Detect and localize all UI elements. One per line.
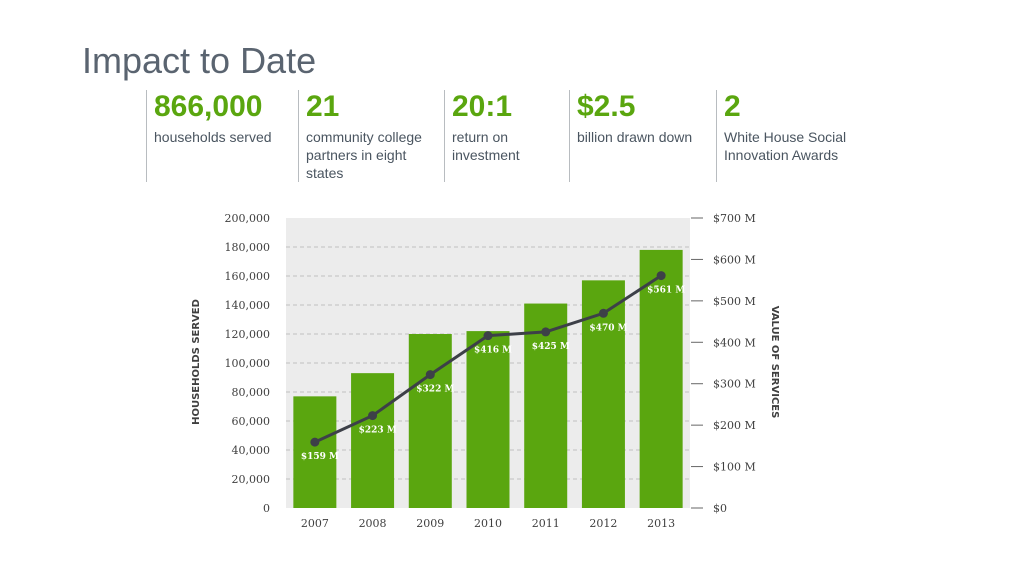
stat-label: return on investment <box>452 129 520 163</box>
stat-value: $2.5 <box>577 90 636 123</box>
y-right-tick-label: $200 M <box>713 419 756 432</box>
x-tick-label: 2010 <box>474 517 502 530</box>
y-tick-label: 40,000 <box>232 444 271 457</box>
stat-return: 20:1 return on investment <box>444 90 552 182</box>
y-tick-label: 120,000 <box>225 328 271 341</box>
stat-label: households served <box>154 129 272 145</box>
stat-awards: 2 White House Social Innovation Awards <box>716 90 874 182</box>
bar <box>293 396 337 508</box>
page-title: Impact to Date <box>82 40 317 81</box>
stat-college-partners: 21 community college partners in eight s… <box>298 90 438 182</box>
y-tick-label: 180,000 <box>225 241 271 254</box>
x-tick-label: 2007 <box>301 517 329 530</box>
services-value-label: $223 M <box>359 426 397 436</box>
y-tick-label: 20,000 <box>232 473 271 486</box>
stat-label: White House Social Innovation Awards <box>724 129 847 163</box>
services-value-label: $416 M <box>474 346 512 356</box>
x-tick-label: 2012 <box>589 517 617 530</box>
y-right-tick-label: $300 M <box>713 378 756 391</box>
bar <box>639 249 683 508</box>
services-value-label: $561 M <box>647 286 685 296</box>
y-right-tick-label: $700 M <box>713 212 756 225</box>
y-right-tick-label: $600 M <box>713 253 756 266</box>
y-axis-title: HOUSEHOLDS SERVED <box>191 299 202 425</box>
y-right-axis-title: VALUE OF SERVICES <box>769 306 780 419</box>
y-tick-label: 0 <box>263 502 270 515</box>
y-right-tick-label: $400 M <box>713 336 756 349</box>
y-right-tick-label: $500 M <box>713 295 756 308</box>
y-right-tick-label: $0 <box>713 502 727 515</box>
services-value-label: $159 M <box>301 452 339 462</box>
stat-value: 2 <box>724 90 741 123</box>
services-point <box>656 271 666 281</box>
services-value-label: $470 M <box>589 323 627 333</box>
bar <box>351 373 395 508</box>
x-tick-label: 2013 <box>647 517 675 530</box>
services-point <box>310 437 320 447</box>
bar <box>408 334 452 508</box>
stat-value: 866,000 <box>154 90 263 123</box>
services-point <box>425 370 435 380</box>
bar <box>524 303 568 508</box>
bar <box>466 331 510 508</box>
stat-value: 21 <box>306 90 340 123</box>
services-point <box>598 308 608 318</box>
x-tick-label: 2011 <box>532 517 560 530</box>
services-point <box>483 331 493 341</box>
services-point <box>541 327 551 337</box>
y-tick-label: 160,000 <box>225 270 271 283</box>
y-right-tick-label: $100 M <box>713 461 756 474</box>
stat-billion: $2.5 billion drawn down <box>569 90 713 182</box>
services-point <box>368 411 378 421</box>
x-tick-label: 2009 <box>416 517 444 530</box>
y-tick-label: 200,000 <box>225 212 271 225</box>
services-value-label: $322 M <box>416 385 454 395</box>
y-tick-label: 100,000 <box>225 357 271 370</box>
y-tick-label: 60,000 <box>232 415 271 428</box>
stat-label: community college partners in eight stat… <box>306 129 422 181</box>
services-value-label: $425 M <box>532 342 570 352</box>
stat-label: billion drawn down <box>577 129 693 145</box>
y-tick-label: 80,000 <box>232 386 271 399</box>
y-tick-label: 140,000 <box>225 299 271 312</box>
stat-value: 20:1 <box>452 90 513 123</box>
stat-households: 866,000 households served <box>146 90 294 182</box>
x-tick-label: 2008 <box>359 517 387 530</box>
